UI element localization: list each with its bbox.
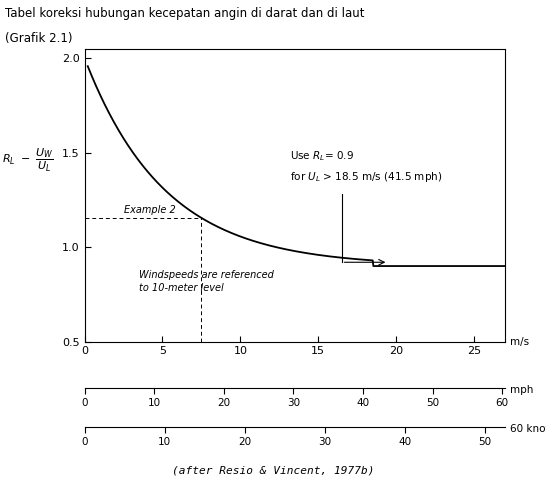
Text: Tabel koreksi hubungan kecepatan angin di darat dan di laut: Tabel koreksi hubungan kecepatan angin d… <box>5 7 365 20</box>
Text: mph: mph <box>510 385 533 395</box>
Text: (after Resio & Vincent, 1977b): (after Resio & Vincent, 1977b) <box>172 466 374 476</box>
Text: Use $R_L$= 0.9: Use $R_L$= 0.9 <box>290 150 354 163</box>
Text: (Grafik 2.1): (Grafik 2.1) <box>5 32 73 45</box>
Text: 60 knots: 60 knots <box>510 424 546 434</box>
Text: for $U_L$ > 18.5 m/s (41.5 mph): for $U_L$ > 18.5 m/s (41.5 mph) <box>290 170 442 184</box>
Text: Example 2: Example 2 <box>123 205 175 215</box>
Text: $R_L\ -\ \dfrac{U_W}{U_L}$: $R_L\ -\ \dfrac{U_W}{U_L}$ <box>2 146 54 174</box>
Text: m/s: m/s <box>510 337 529 346</box>
Text: Windspeeds are referenced
to 10-meter level: Windspeeds are referenced to 10-meter le… <box>139 269 274 293</box>
